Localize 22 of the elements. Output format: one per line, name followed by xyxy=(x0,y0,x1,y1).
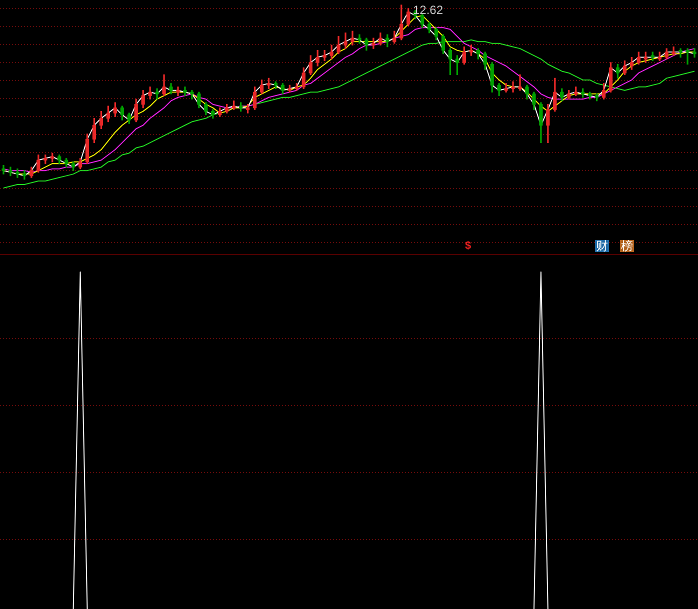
candlestick xyxy=(511,81,515,92)
candlestick xyxy=(16,168,20,178)
candlestick xyxy=(678,48,682,58)
text: 财 xyxy=(595,239,609,253)
candlestick xyxy=(2,165,6,174)
candlestick xyxy=(176,86,180,96)
candlestick xyxy=(686,48,690,65)
candlestick xyxy=(155,88,159,100)
candlestick xyxy=(322,50,326,62)
candlestick xyxy=(358,34,362,44)
candlestick xyxy=(372,38,376,49)
text: 榜 xyxy=(620,239,634,253)
candlestick xyxy=(692,48,696,58)
candlestick xyxy=(190,90,194,100)
candlestick xyxy=(672,46,676,56)
candlestick xyxy=(518,74,522,91)
candlestick xyxy=(183,86,187,96)
candlestick xyxy=(344,32,348,49)
annotation: 12.62 xyxy=(413,3,444,17)
candlestick xyxy=(22,170,26,180)
text: $ xyxy=(465,240,472,252)
candlestick xyxy=(504,83,508,92)
